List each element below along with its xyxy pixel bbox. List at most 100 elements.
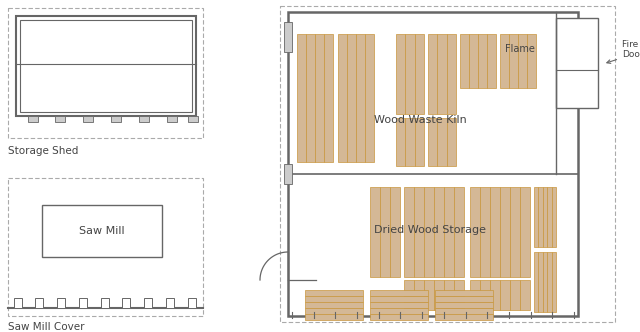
Bar	[480, 187, 490, 277]
Text: Flame: Flame	[505, 44, 535, 54]
Bar	[405, 34, 415, 114]
Bar	[518, 34, 527, 88]
Bar	[404, 187, 414, 277]
Bar	[57, 298, 65, 308]
Bar	[55, 116, 65, 122]
Bar	[83, 116, 93, 122]
Bar	[396, 118, 405, 166]
Text: Saw Mill: Saw Mill	[79, 226, 125, 236]
Bar	[28, 116, 38, 122]
Bar	[490, 187, 500, 277]
Bar	[510, 280, 520, 310]
Bar	[111, 116, 121, 122]
Text: Storage Shed: Storage Shed	[8, 146, 78, 156]
Bar	[370, 302, 428, 308]
Bar	[288, 12, 578, 316]
Bar	[415, 34, 424, 114]
Bar	[500, 34, 509, 88]
Bar	[547, 252, 552, 312]
Bar	[8, 178, 203, 316]
Bar	[552, 187, 556, 247]
Bar	[487, 34, 496, 88]
Text: Wood Waste Kiln: Wood Waste Kiln	[374, 115, 467, 125]
Bar	[305, 302, 363, 308]
Bar	[538, 252, 543, 312]
Bar	[101, 298, 109, 308]
Bar	[16, 16, 196, 116]
Bar	[79, 298, 87, 308]
Bar	[305, 308, 363, 314]
Bar	[527, 34, 536, 88]
Bar	[122, 298, 130, 308]
Bar	[280, 6, 615, 322]
Bar	[547, 187, 552, 247]
Bar	[437, 118, 447, 166]
Bar	[370, 308, 428, 314]
Bar	[470, 280, 480, 310]
Bar	[435, 290, 493, 296]
Bar	[415, 118, 424, 166]
Bar	[500, 280, 510, 310]
Bar	[284, 22, 292, 52]
Bar	[510, 187, 520, 277]
Text: Dried Wood Storage: Dried Wood Storage	[374, 225, 486, 235]
Bar	[338, 34, 347, 162]
Bar	[305, 290, 363, 296]
Bar	[424, 187, 434, 277]
Bar	[390, 187, 400, 277]
Bar	[543, 252, 547, 312]
Bar	[188, 298, 196, 308]
Bar	[428, 34, 437, 114]
Bar	[435, 296, 493, 302]
Bar	[509, 34, 518, 88]
Bar	[538, 187, 543, 247]
Bar	[534, 252, 538, 312]
Bar	[8, 8, 203, 138]
Bar	[166, 298, 174, 308]
Bar	[305, 296, 363, 302]
Bar	[534, 187, 538, 247]
Bar	[42, 205, 162, 257]
Bar	[14, 298, 22, 308]
Bar	[454, 280, 464, 310]
Bar	[188, 116, 198, 122]
Bar	[347, 34, 356, 162]
Bar	[315, 34, 324, 162]
Bar	[543, 187, 547, 247]
Bar	[437, 34, 447, 114]
Bar	[469, 34, 478, 88]
Bar	[404, 280, 414, 310]
Bar	[447, 118, 456, 166]
Bar	[424, 280, 434, 310]
Bar	[478, 34, 487, 88]
Bar	[435, 308, 493, 314]
Bar	[520, 280, 530, 310]
Bar	[297, 34, 306, 162]
Bar	[35, 298, 43, 308]
Bar	[428, 118, 437, 166]
Bar	[414, 187, 424, 277]
Bar	[405, 118, 415, 166]
Bar	[480, 280, 490, 310]
Bar	[470, 187, 480, 277]
Bar	[324, 34, 333, 162]
Bar	[20, 20, 192, 112]
Bar	[365, 34, 374, 162]
Text: Saw Mill Cover: Saw Mill Cover	[8, 322, 84, 332]
Bar	[139, 116, 149, 122]
Bar	[444, 280, 454, 310]
Bar	[284, 164, 292, 184]
Bar	[306, 34, 315, 162]
Bar	[500, 187, 510, 277]
Bar	[434, 187, 444, 277]
Bar	[520, 187, 530, 277]
Bar	[144, 298, 152, 308]
Bar	[447, 34, 456, 114]
Bar	[454, 187, 464, 277]
Bar	[435, 314, 493, 320]
Bar	[370, 314, 428, 320]
Bar	[305, 314, 363, 320]
Bar	[556, 18, 598, 108]
Bar	[370, 187, 380, 277]
Bar	[414, 280, 424, 310]
